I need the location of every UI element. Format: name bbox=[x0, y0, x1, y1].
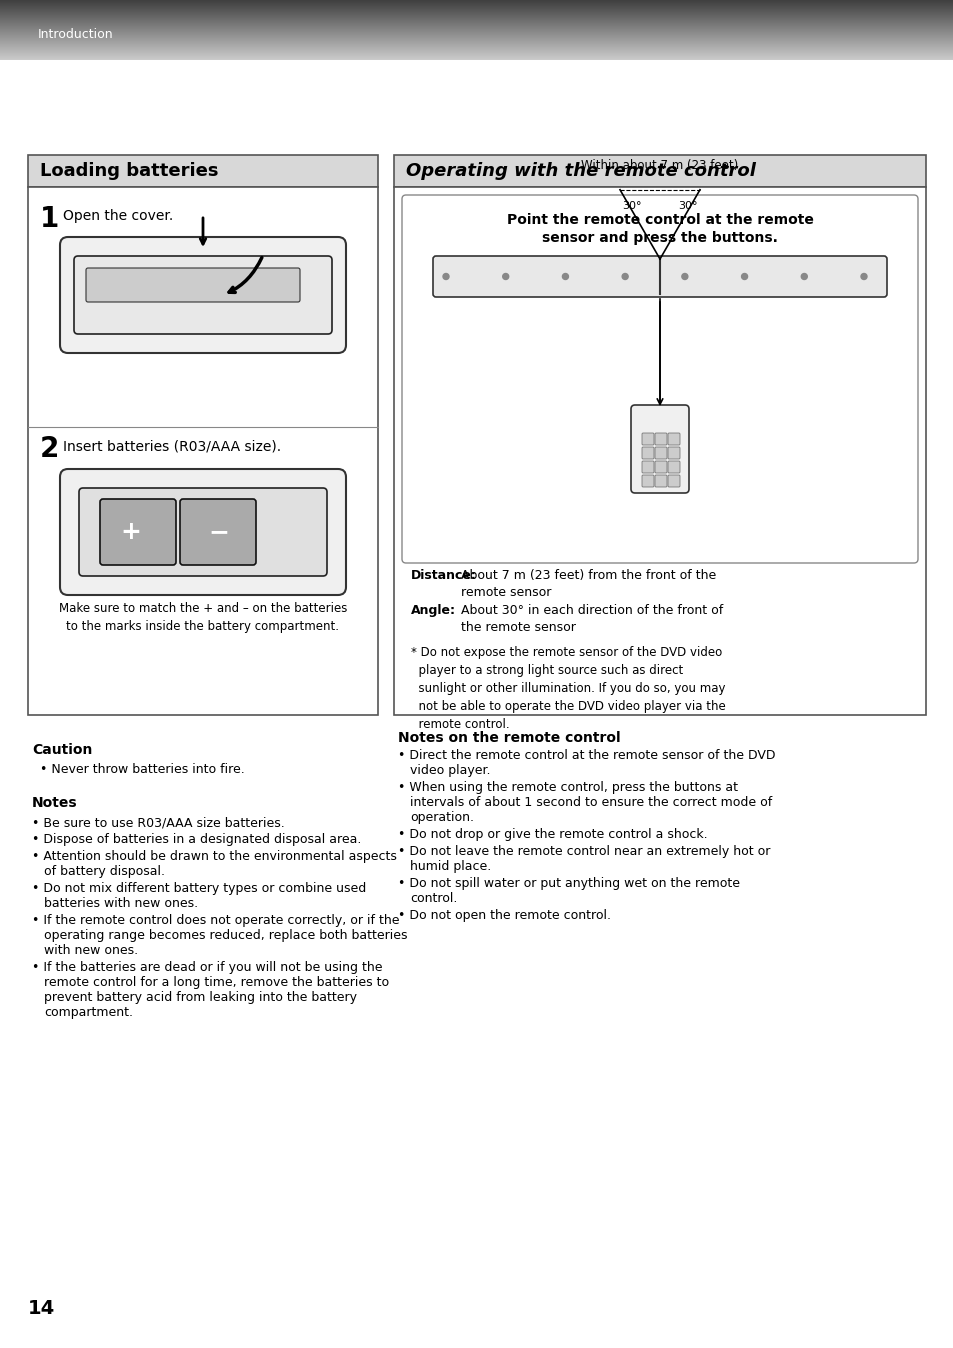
Text: • Be sure to use R03/AAA size batteries.: • Be sure to use R03/AAA size batteries. bbox=[32, 816, 284, 829]
Text: 1: 1 bbox=[40, 205, 59, 233]
Circle shape bbox=[861, 274, 866, 279]
Text: prevent battery acid from leaking into the battery: prevent battery acid from leaking into t… bbox=[44, 991, 356, 1004]
FancyBboxPatch shape bbox=[655, 448, 666, 460]
FancyBboxPatch shape bbox=[655, 433, 666, 445]
FancyBboxPatch shape bbox=[641, 448, 654, 460]
FancyBboxPatch shape bbox=[433, 256, 886, 297]
FancyBboxPatch shape bbox=[394, 187, 925, 714]
FancyBboxPatch shape bbox=[655, 461, 666, 473]
Circle shape bbox=[681, 274, 687, 279]
FancyBboxPatch shape bbox=[74, 256, 332, 334]
Text: • Do not leave the remote control near an extremely hot or: • Do not leave the remote control near a… bbox=[397, 845, 770, 857]
Text: Distance:: Distance: bbox=[411, 569, 476, 582]
Text: +: + bbox=[120, 520, 141, 545]
Text: • Direct the remote control at the remote sensor of the DVD: • Direct the remote control at the remot… bbox=[397, 749, 775, 762]
Text: • Do not open the remote control.: • Do not open the remote control. bbox=[397, 909, 610, 922]
Text: of battery disposal.: of battery disposal. bbox=[44, 865, 165, 878]
Text: batteries with new ones.: batteries with new ones. bbox=[44, 896, 198, 910]
Text: Notes: Notes bbox=[32, 797, 77, 810]
Text: * Do not expose the remote sensor of the DVD video
  player to a strong light so: * Do not expose the remote sensor of the… bbox=[411, 646, 725, 731]
Text: 30°: 30° bbox=[678, 201, 697, 212]
Circle shape bbox=[740, 274, 747, 279]
FancyBboxPatch shape bbox=[655, 474, 666, 487]
FancyBboxPatch shape bbox=[60, 469, 346, 594]
Text: 30°: 30° bbox=[621, 201, 641, 212]
Text: Insert batteries (R03/AAA size).: Insert batteries (R03/AAA size). bbox=[63, 439, 281, 453]
Text: control.: control. bbox=[410, 892, 456, 905]
Text: Notes on the remote control: Notes on the remote control bbox=[397, 731, 620, 745]
Circle shape bbox=[562, 274, 568, 279]
Text: compartment.: compartment. bbox=[44, 1006, 132, 1019]
FancyBboxPatch shape bbox=[28, 187, 377, 714]
Text: Operating with the remote control: Operating with the remote control bbox=[406, 162, 755, 181]
FancyBboxPatch shape bbox=[667, 433, 679, 445]
Text: 2: 2 bbox=[40, 435, 59, 462]
Text: Loading batteries: Loading batteries bbox=[40, 162, 218, 181]
Text: • Dispose of batteries in a designated disposal area.: • Dispose of batteries in a designated d… bbox=[32, 833, 361, 847]
Text: • Do not drop or give the remote control a shock.: • Do not drop or give the remote control… bbox=[397, 828, 707, 841]
Text: Open the cover.: Open the cover. bbox=[63, 209, 173, 222]
FancyBboxPatch shape bbox=[667, 461, 679, 473]
Text: Make sure to match the + and – on the batteries
to the marks inside the battery : Make sure to match the + and – on the ba… bbox=[59, 603, 347, 634]
Text: • Attention should be drawn to the environmental aspects: • Attention should be drawn to the envir… bbox=[32, 851, 396, 863]
Text: humid place.: humid place. bbox=[410, 860, 491, 874]
FancyBboxPatch shape bbox=[79, 488, 327, 576]
Text: Caution: Caution bbox=[32, 743, 92, 758]
Circle shape bbox=[621, 274, 627, 279]
FancyBboxPatch shape bbox=[60, 237, 346, 353]
FancyBboxPatch shape bbox=[667, 474, 679, 487]
Text: operating range becomes reduced, replace both batteries: operating range becomes reduced, replace… bbox=[44, 929, 407, 942]
Text: • If the remote control does not operate correctly, or if the: • If the remote control does not operate… bbox=[32, 914, 399, 927]
Text: 14: 14 bbox=[28, 1299, 55, 1318]
Text: operation.: operation. bbox=[410, 811, 474, 824]
FancyBboxPatch shape bbox=[641, 433, 654, 445]
Text: About 30° in each direction of the front of
the remote sensor: About 30° in each direction of the front… bbox=[460, 604, 722, 634]
Text: About 7 m (23 feet) from the front of the
remote sensor: About 7 m (23 feet) from the front of th… bbox=[460, 569, 716, 599]
Text: Angle:: Angle: bbox=[411, 604, 456, 617]
FancyBboxPatch shape bbox=[641, 461, 654, 473]
Text: • Do not spill water or put anything wet on the remote: • Do not spill water or put anything wet… bbox=[397, 878, 740, 890]
FancyBboxPatch shape bbox=[180, 499, 255, 565]
Circle shape bbox=[502, 274, 508, 279]
Text: intervals of about 1 second to ensure the correct mode of: intervals of about 1 second to ensure th… bbox=[410, 797, 771, 809]
Text: Within about 7 m (23 feet): Within about 7 m (23 feet) bbox=[580, 159, 738, 173]
Text: • Never throw batteries into fire.: • Never throw batteries into fire. bbox=[40, 763, 245, 776]
Circle shape bbox=[801, 274, 806, 279]
FancyBboxPatch shape bbox=[630, 404, 688, 493]
Text: −: − bbox=[208, 520, 229, 545]
Text: remote control for a long time, remove the batteries to: remote control for a long time, remove t… bbox=[44, 976, 389, 989]
FancyBboxPatch shape bbox=[401, 195, 917, 563]
FancyBboxPatch shape bbox=[86, 268, 299, 302]
FancyBboxPatch shape bbox=[28, 155, 377, 187]
Text: Introduction: Introduction bbox=[38, 28, 113, 42]
FancyBboxPatch shape bbox=[667, 448, 679, 460]
Circle shape bbox=[442, 274, 449, 279]
Text: with new ones.: with new ones. bbox=[44, 944, 138, 957]
Text: Point the remote control at the remote
sensor and press the buttons.: Point the remote control at the remote s… bbox=[506, 213, 813, 245]
FancyBboxPatch shape bbox=[394, 155, 925, 187]
FancyBboxPatch shape bbox=[641, 474, 654, 487]
Text: video player.: video player. bbox=[410, 764, 490, 776]
FancyBboxPatch shape bbox=[100, 499, 175, 565]
Text: • When using the remote control, press the buttons at: • When using the remote control, press t… bbox=[397, 780, 738, 794]
Text: • Do not mix different battery types or combine used: • Do not mix different battery types or … bbox=[32, 882, 366, 895]
Text: • If the batteries are dead or if you will not be using the: • If the batteries are dead or if you wi… bbox=[32, 961, 382, 975]
